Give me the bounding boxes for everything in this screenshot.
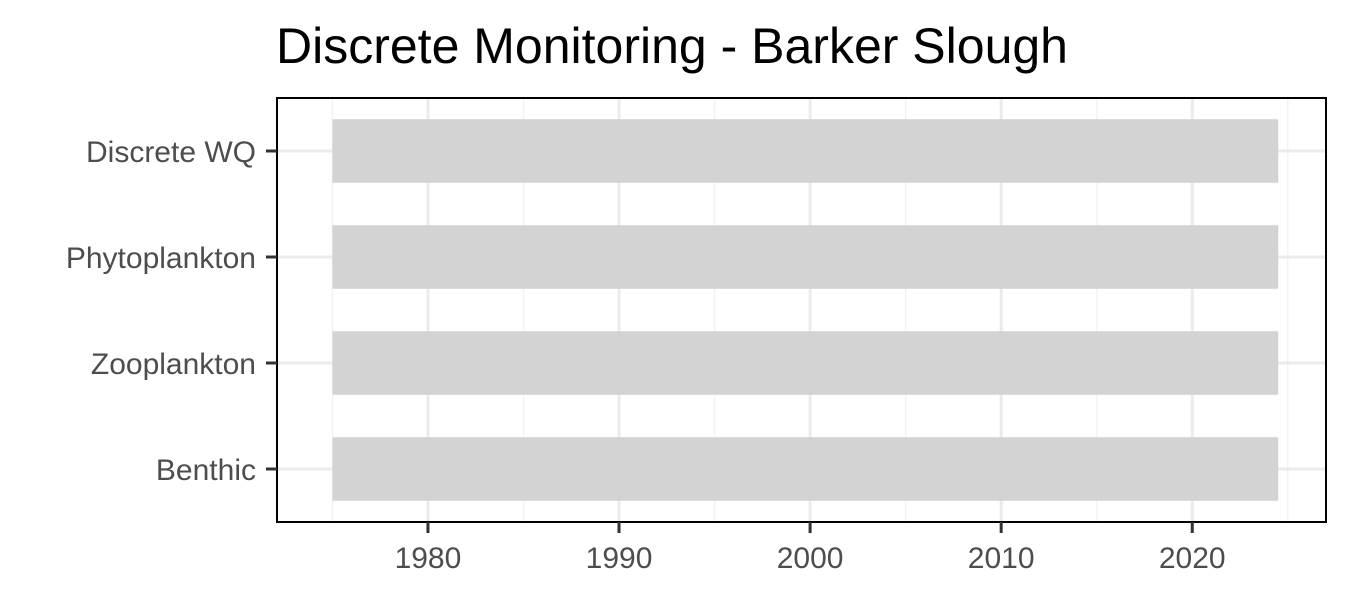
- bar-phytoplankton: [332, 225, 1279, 289]
- y-tick-label: Discrete WQ: [86, 136, 256, 169]
- plot-border: [276, 97, 1327, 523]
- bar-zooplankton: [332, 331, 1279, 395]
- bar-discrete-wq: [332, 119, 1279, 183]
- y-tick-label: Benthic: [156, 454, 256, 487]
- y-axis: Discrete WQ Phytoplankton Zooplankton Benth…: [66, 136, 277, 487]
- x-tick-label: 2000: [777, 542, 844, 575]
- x-tick-label: 2020: [1159, 542, 1226, 575]
- bars: [332, 119, 1279, 501]
- x-tick-label: 1980: [395, 542, 462, 575]
- y-tick-label: Zooplankton: [91, 348, 256, 381]
- x-tick-label: 1990: [586, 542, 653, 575]
- x-axis: 1980 1990 2000 2010 2020: [395, 522, 1226, 575]
- chart-title: Discrete Monitoring - Barker Slough: [276, 18, 1068, 74]
- y-tick-label: Phytoplankton: [66, 242, 256, 275]
- bar-benthic: [332, 437, 1279, 501]
- x-tick-label: 2010: [968, 542, 1035, 575]
